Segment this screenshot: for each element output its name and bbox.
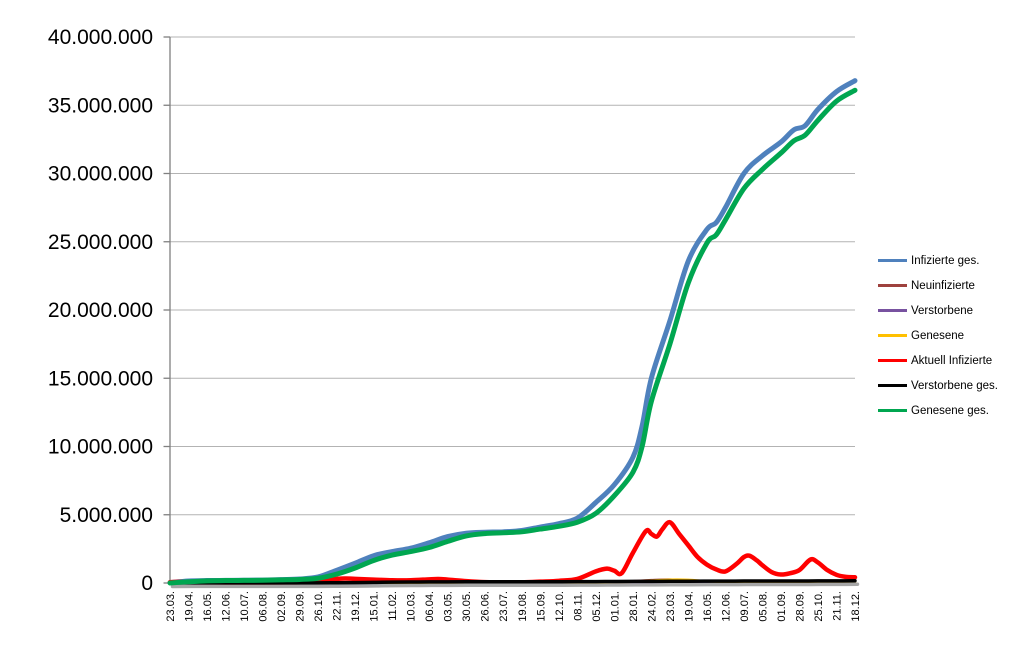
x-axis-label: 10.03. (406, 591, 418, 622)
legend-item-aktuell-infizierte: Aktuell Infizierte (878, 348, 998, 373)
x-axis-label: 08.11. (572, 591, 584, 621)
x-axis-label: 18.12. (850, 591, 862, 622)
x-axis-label: 05.12. (591, 591, 603, 622)
legend-line-swatch-aktuell-infizierte (878, 359, 907, 362)
x-axis-label: 12.06. (720, 591, 732, 622)
series-line-genesene-ges (167, 87, 858, 586)
x-axis-label: 23.07. (498, 591, 510, 622)
y-axis-label: 5.000.000 (60, 504, 153, 527)
y-axis-label: 15.000.000 (48, 367, 153, 390)
y-axis-label: 10.000.000 (48, 436, 153, 459)
x-axis-label: 02.09. (276, 591, 288, 622)
y-axis-label: 30.000.000 (48, 163, 153, 186)
series-line-verstorbene-ges (168, 579, 857, 585)
x-axis-label: 03.05. (443, 591, 455, 622)
legend-item-verstorbene: Verstorbene (878, 298, 998, 323)
legend-line-swatch-genesene (878, 334, 907, 337)
legend-item-neuinfizierte: Neuinfizierte (878, 273, 998, 298)
series-shadow-verstorbene-ges (170, 582, 860, 589)
x-axis-label: 25.10. (813, 591, 825, 622)
legend-line-swatch-genesene-ges (878, 409, 907, 412)
x-axis-label: 11.02. (387, 591, 399, 621)
y-axis-label: 25.000.000 (48, 231, 153, 254)
x-axis-label: 12.06. (221, 591, 233, 622)
x-axis-label: 28.09. (794, 591, 806, 622)
legend-label-genesene-ges: Genesene ges. (911, 404, 990, 417)
x-axis-label: 19.12. (350, 591, 362, 622)
x-axis-label: 23.03. (665, 591, 677, 622)
legend-label-neuinfizierte: Neuinfizierte (911, 279, 975, 292)
x-axis-label: 16.05. (202, 591, 214, 622)
x-axis-label: 28.01. (628, 591, 640, 622)
y-axis-label: 0 (141, 572, 153, 595)
x-axis-label: 01.01. (609, 591, 621, 622)
legend-line-swatch-verstorbene (878, 309, 907, 312)
legend-label-aktuell-infizierte: Aktuell Infizierte (911, 354, 993, 367)
x-axis-label: 05.08. (757, 591, 769, 622)
legend-item-genesene: Genesene (878, 323, 998, 348)
legend-line-swatch-neuinfizierte (878, 284, 907, 287)
series-line-infizierte-ges (167, 78, 858, 586)
legend-label-genesene: Genesene (911, 329, 965, 342)
x-axis-label: 19.04. (184, 591, 196, 622)
x-axis-label: 06.04. (424, 591, 436, 622)
x-axis-label: 24.02. (646, 591, 658, 622)
x-axis-label: 21.11. (831, 591, 843, 621)
legend-item-verstorbene-ges: Verstorbene ges. (878, 373, 998, 398)
x-axis-label: 23.03. (165, 591, 177, 622)
x-axis-label: 22.11. (332, 591, 344, 621)
legend-label-verstorbene: Verstorbene (911, 304, 974, 317)
legend-item-genesene-ges: Genesene ges. (878, 398, 998, 423)
x-axis-label: 15.09. (535, 591, 547, 622)
legend-line-swatch-verstorbene-ges (878, 384, 907, 387)
x-axis-label: 10.07. (239, 591, 251, 622)
y-axis-label: 20.000.000 (48, 299, 153, 322)
x-axis-label: 26.06. (480, 591, 492, 622)
x-axis-label: 19.08. (517, 591, 529, 622)
y-axis-label: 40.000.000 (48, 26, 153, 49)
x-axis-label: 06.08. (258, 591, 270, 622)
x-axis-label: 16.05. (702, 591, 714, 622)
x-axis-label: 26.10. (313, 591, 325, 622)
x-axis-label: 19.04. (683, 591, 695, 622)
chart-legend: Infizierte ges. Neuinfizierte Verstorbene G… (878, 248, 998, 423)
x-axis-label: 30.05. (461, 591, 473, 622)
legend-line-swatch-infizierte-ges (878, 259, 907, 262)
legend-item-infizierte-ges: Infizierte ges. (878, 248, 998, 273)
x-axis-label: 29.09. (295, 591, 307, 622)
x-axis-label: 09.07. (739, 591, 751, 622)
legend-label-verstorbene-ges: Verstorbene ges. (911, 379, 998, 392)
legend-label-infizierte-ges: Infizierte ges. (911, 254, 980, 267)
x-axis-label: 12.10. (554, 591, 566, 622)
y-axis-label: 35.000.000 (48, 94, 153, 117)
x-axis-label: 01.09. (776, 591, 788, 622)
series-line-aktuell-infizierte (167, 519, 858, 585)
x-axis-label: 15.01. (369, 591, 381, 622)
